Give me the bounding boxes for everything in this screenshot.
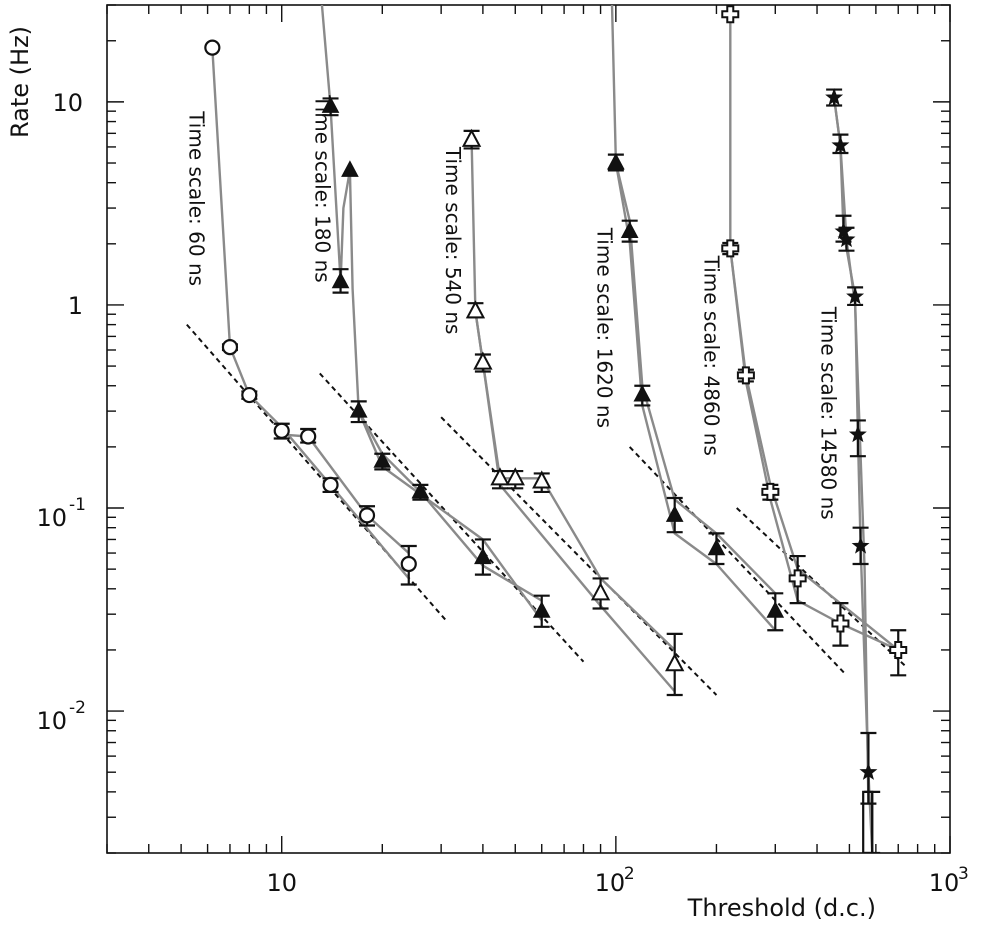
series-line	[729, 248, 899, 651]
open-cross-marker	[761, 482, 780, 501]
filled-triangle-marker	[349, 401, 368, 418]
y-axis-label: Rate (Hz)	[6, 26, 34, 138]
plot-frame	[106, 4, 951, 854]
series-line	[320, 5, 543, 622]
filled-triangle-marker	[373, 451, 392, 468]
open-circle-marker	[322, 476, 339, 493]
open-cross-marker	[831, 614, 850, 633]
y-tick-label: 10	[36, 504, 67, 532]
filled-triangle-marker	[707, 538, 726, 556]
filled-triangle-marker	[321, 96, 340, 113]
open-triangle-marker	[505, 467, 525, 486]
y-tick-exponent: -1	[69, 495, 86, 515]
open-triangle-marker	[665, 653, 685, 672]
filled-triangle-marker	[620, 221, 639, 238]
x-tick-exponent: 2	[624, 864, 635, 884]
y-tick-label: 1	[68, 292, 83, 320]
open-circle-marker	[241, 386, 258, 404]
filled-star-marker	[846, 287, 865, 305]
filled-triangle-marker	[633, 384, 652, 402]
filled-star-marker	[859, 762, 878, 780]
series-line	[211, 47, 410, 580]
series-line	[610, 5, 777, 595]
filled-star-marker	[825, 88, 844, 106]
error-box	[862, 790, 874, 853]
filled-star-marker	[851, 536, 870, 554]
open-triangle-marker	[465, 300, 486, 319]
x-tick-label: 10	[929, 869, 960, 897]
series-line	[357, 410, 543, 602]
open-triangle-marker	[590, 582, 611, 601]
time-scale-annotation: Time scale: 1620 ns	[592, 227, 616, 428]
fit-line	[440, 416, 718, 696]
open-triangle-marker	[473, 351, 493, 370]
series-line	[729, 14, 899, 651]
open-triangle-marker	[532, 470, 552, 489]
filled-triangle-marker	[341, 160, 359, 177]
time-scale-annotation: Time scale: 180 ns	[310, 94, 334, 283]
open-triangle-marker	[490, 467, 510, 486]
series-line	[281, 433, 410, 554]
filled-triangle-marker	[474, 547, 492, 565]
open-cross-marker	[889, 640, 908, 659]
fit-line	[628, 446, 848, 676]
y-tick-label: 10	[52, 89, 83, 117]
open-circle-marker	[358, 507, 376, 524]
filled-triangle-marker	[411, 481, 430, 499]
fit-lines	[186, 323, 907, 696]
open-cross-marker	[736, 366, 755, 385]
time-scale-annotation: Time scale: 14580 ns	[816, 306, 840, 520]
filled-star-marker	[834, 222, 853, 240]
open-cross-marker	[721, 5, 740, 24]
open-circle-marker	[300, 428, 317, 445]
open-cross-marker	[721, 239, 740, 258]
open-triangle-marker	[461, 128, 482, 147]
open-circle-marker	[221, 339, 239, 356]
x-axis-label: Threshold (d.c.)	[687, 894, 876, 922]
annotations: Time scale: 60 ns Time scale: 180 ns Time …	[185, 94, 841, 520]
series-line	[474, 311, 676, 693]
markers	[204, 5, 908, 780]
filled-triangle-marker	[665, 505, 684, 522]
x-tick-label: 10	[595, 869, 626, 897]
time-scale-annotation: Time scale: 4860 ns	[699, 255, 723, 456]
time-scale-annotation: Time scale: 60 ns	[185, 110, 209, 286]
open-circle-marker	[204, 39, 221, 56]
filled-triangle-marker	[766, 601, 785, 618]
open-circle-marker	[273, 422, 290, 439]
y-tick-label: 10	[36, 707, 67, 735]
x-tick-label: 10	[266, 869, 297, 897]
filled-star-marker	[837, 230, 856, 248]
filled-triangle-marker	[532, 601, 551, 618]
y-tick-exponent: -2	[69, 698, 86, 718]
open-circle-marker	[400, 555, 417, 573]
x-tick-exponent: 3	[958, 864, 969, 884]
filled-star-marker	[848, 425, 867, 443]
open-cross-marker	[788, 569, 807, 588]
filled-triangle-marker	[607, 152, 625, 170]
filled-star-marker	[831, 136, 850, 154]
filled-triangle-marker	[331, 271, 350, 289]
time-scale-annotation: Time scale: 540 ns	[441, 146, 465, 335]
